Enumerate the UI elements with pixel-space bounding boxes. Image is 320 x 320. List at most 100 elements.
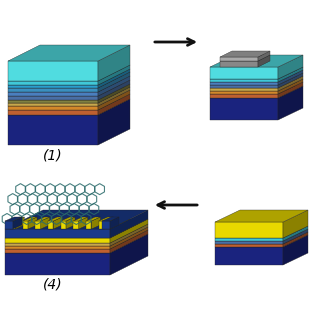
- Polygon shape: [8, 115, 98, 145]
- Polygon shape: [92, 217, 100, 229]
- Polygon shape: [210, 82, 278, 85]
- Polygon shape: [5, 219, 148, 238]
- Polygon shape: [13, 217, 22, 229]
- Polygon shape: [210, 67, 303, 79]
- Polygon shape: [110, 230, 148, 253]
- Polygon shape: [283, 210, 308, 238]
- Polygon shape: [10, 221, 15, 229]
- Polygon shape: [210, 85, 278, 88]
- Polygon shape: [8, 92, 98, 96]
- Polygon shape: [5, 238, 110, 243]
- Polygon shape: [99, 221, 104, 229]
- Polygon shape: [220, 57, 258, 61]
- Polygon shape: [98, 94, 130, 115]
- Polygon shape: [283, 226, 308, 241]
- Polygon shape: [278, 79, 303, 94]
- Polygon shape: [278, 67, 303, 82]
- Polygon shape: [8, 81, 98, 85]
- Polygon shape: [215, 226, 308, 238]
- Polygon shape: [66, 217, 75, 229]
- Polygon shape: [210, 79, 303, 91]
- Polygon shape: [8, 96, 98, 100]
- Polygon shape: [110, 227, 148, 249]
- Polygon shape: [53, 217, 62, 229]
- Polygon shape: [8, 76, 130, 92]
- Polygon shape: [104, 217, 113, 229]
- Polygon shape: [110, 224, 148, 246]
- Polygon shape: [210, 55, 303, 67]
- Polygon shape: [15, 217, 24, 229]
- Polygon shape: [283, 235, 308, 265]
- Polygon shape: [86, 217, 100, 221]
- Polygon shape: [5, 210, 148, 229]
- Text: (1): (1): [43, 148, 63, 162]
- Polygon shape: [98, 72, 130, 92]
- Polygon shape: [210, 73, 303, 85]
- Polygon shape: [8, 90, 130, 106]
- Polygon shape: [5, 234, 148, 253]
- Polygon shape: [8, 100, 98, 103]
- Polygon shape: [220, 51, 270, 57]
- Polygon shape: [210, 79, 278, 82]
- Polygon shape: [8, 69, 130, 85]
- Polygon shape: [220, 55, 270, 61]
- Polygon shape: [8, 45, 130, 61]
- Polygon shape: [278, 55, 303, 79]
- Polygon shape: [210, 98, 278, 120]
- Polygon shape: [48, 221, 53, 229]
- Polygon shape: [5, 249, 110, 253]
- Polygon shape: [48, 217, 62, 221]
- Polygon shape: [5, 221, 13, 229]
- Polygon shape: [5, 229, 110, 238]
- Polygon shape: [5, 253, 110, 275]
- Polygon shape: [110, 219, 148, 243]
- Polygon shape: [278, 82, 303, 98]
- Polygon shape: [283, 232, 308, 247]
- Polygon shape: [278, 70, 303, 85]
- Polygon shape: [8, 85, 98, 88]
- Polygon shape: [8, 65, 130, 81]
- Polygon shape: [5, 246, 110, 249]
- Polygon shape: [23, 221, 28, 229]
- Polygon shape: [210, 91, 278, 94]
- Polygon shape: [73, 221, 79, 229]
- Polygon shape: [98, 80, 130, 100]
- Text: (4): (4): [43, 278, 62, 292]
- Polygon shape: [5, 217, 22, 221]
- Polygon shape: [99, 217, 113, 221]
- Polygon shape: [215, 229, 308, 241]
- Polygon shape: [215, 222, 283, 238]
- Polygon shape: [8, 61, 98, 81]
- Polygon shape: [8, 87, 130, 103]
- Polygon shape: [278, 86, 303, 120]
- Polygon shape: [210, 86, 303, 98]
- Polygon shape: [28, 217, 37, 229]
- Polygon shape: [210, 70, 303, 82]
- Polygon shape: [278, 76, 303, 91]
- Polygon shape: [215, 238, 283, 241]
- Polygon shape: [98, 90, 130, 110]
- Polygon shape: [98, 69, 130, 88]
- Polygon shape: [98, 99, 130, 145]
- Polygon shape: [35, 217, 50, 221]
- Polygon shape: [79, 217, 88, 229]
- Polygon shape: [283, 229, 308, 244]
- Polygon shape: [41, 217, 50, 229]
- Polygon shape: [215, 232, 308, 244]
- Polygon shape: [8, 94, 130, 110]
- Polygon shape: [210, 88, 278, 91]
- Polygon shape: [8, 80, 130, 96]
- Polygon shape: [102, 217, 119, 221]
- Polygon shape: [258, 55, 270, 67]
- Polygon shape: [98, 87, 130, 106]
- Polygon shape: [215, 247, 283, 265]
- Polygon shape: [8, 99, 130, 115]
- Polygon shape: [23, 217, 37, 221]
- Polygon shape: [210, 82, 303, 94]
- Polygon shape: [210, 94, 278, 98]
- Polygon shape: [215, 241, 283, 244]
- Polygon shape: [98, 76, 130, 96]
- Polygon shape: [5, 243, 110, 246]
- Polygon shape: [8, 106, 98, 110]
- Polygon shape: [61, 217, 75, 221]
